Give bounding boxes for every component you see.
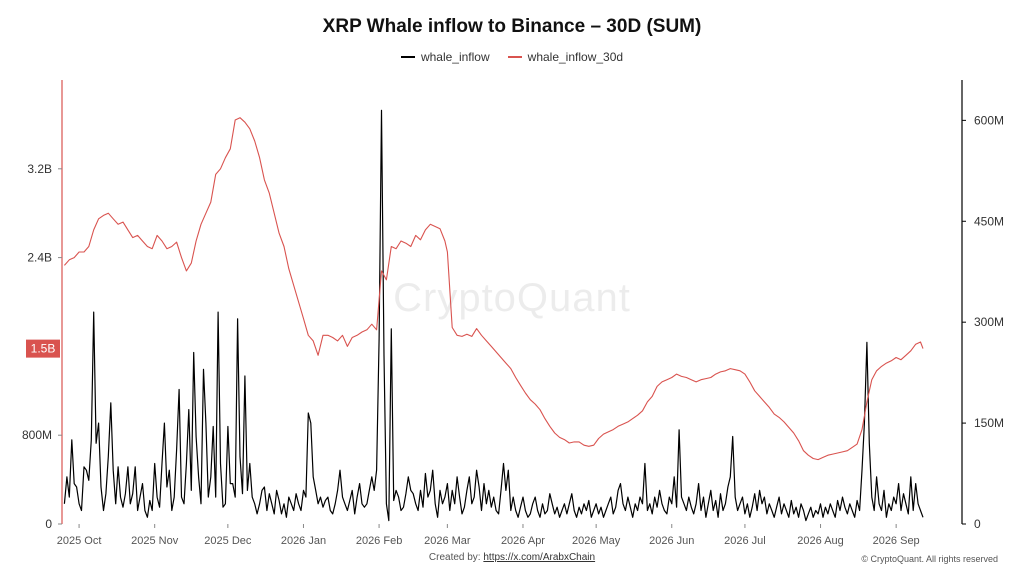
y-right-tick-label: 600M <box>974 113 1004 127</box>
y-right-tick-label: 0 <box>974 517 981 531</box>
current-value-label: 1.5B <box>31 342 56 356</box>
created-by-link[interactable]: https://x.com/ArabxChain <box>483 552 596 563</box>
legend-swatch-whale-inflow-30d <box>507 56 522 58</box>
series-line-whale-inflow <box>63 109 924 522</box>
y-left-tick-label: 3.2B <box>27 162 52 176</box>
legend-label-whale-inflow-30d: whale_inflow_30d <box>527 50 624 64</box>
x-tick-label: 2026 Jun <box>649 535 694 547</box>
y-right-tick-label: 150M <box>974 416 1004 430</box>
watermark-logo: CryptoQuant <box>393 276 631 320</box>
legend: whale_inflow whale_inflow_30d <box>0 50 1024 64</box>
footer-credit: Created by: https://x.com/ArabxChain <box>0 552 1024 563</box>
x-tick-label: 2026 Sep <box>873 535 920 547</box>
x-tick-label: 2025 Nov <box>131 535 179 547</box>
y-right-tick-label: 450M <box>974 214 1004 228</box>
legend-item-whale-inflow-30d[interactable]: whale_inflow_30d <box>507 50 624 64</box>
x-tick-label: 2026 Mar <box>424 535 471 547</box>
copyright-text: © CryptoQuant. All rights reserved <box>861 554 998 564</box>
x-tick-label: 2026 Aug <box>797 535 844 547</box>
x-tick-label: 2026 Jan <box>281 535 326 547</box>
legend-label-whale-inflow: whale_inflow <box>420 50 490 64</box>
y-left-tick-label: 800M <box>22 428 52 442</box>
legend-swatch-whale-inflow <box>400 56 415 58</box>
current-value-badge <box>26 339 60 358</box>
series-line-whale-inflow-30d <box>63 117 924 461</box>
x-tick-label: 2026 May <box>572 535 621 547</box>
y-left-tick-label: 0 <box>45 517 52 531</box>
y-left-tick-label: 2.4B <box>27 251 52 265</box>
x-tick-label: 2026 Apr <box>501 535 545 547</box>
chart-title: XRP Whale inflow to Binance – 30D (SUM) <box>322 16 702 37</box>
legend-item-whale-inflow[interactable]: whale_inflow <box>400 50 490 64</box>
x-tick-label: 2025 Dec <box>204 535 252 547</box>
y-right-tick-label: 300M <box>974 315 1004 329</box>
x-tick-label: 2025 Oct <box>57 535 102 547</box>
x-tick-label: 2026 Feb <box>356 535 402 547</box>
created-by-label: Created by: <box>428 552 481 563</box>
x-tick-label: 2026 Jul <box>724 535 766 547</box>
